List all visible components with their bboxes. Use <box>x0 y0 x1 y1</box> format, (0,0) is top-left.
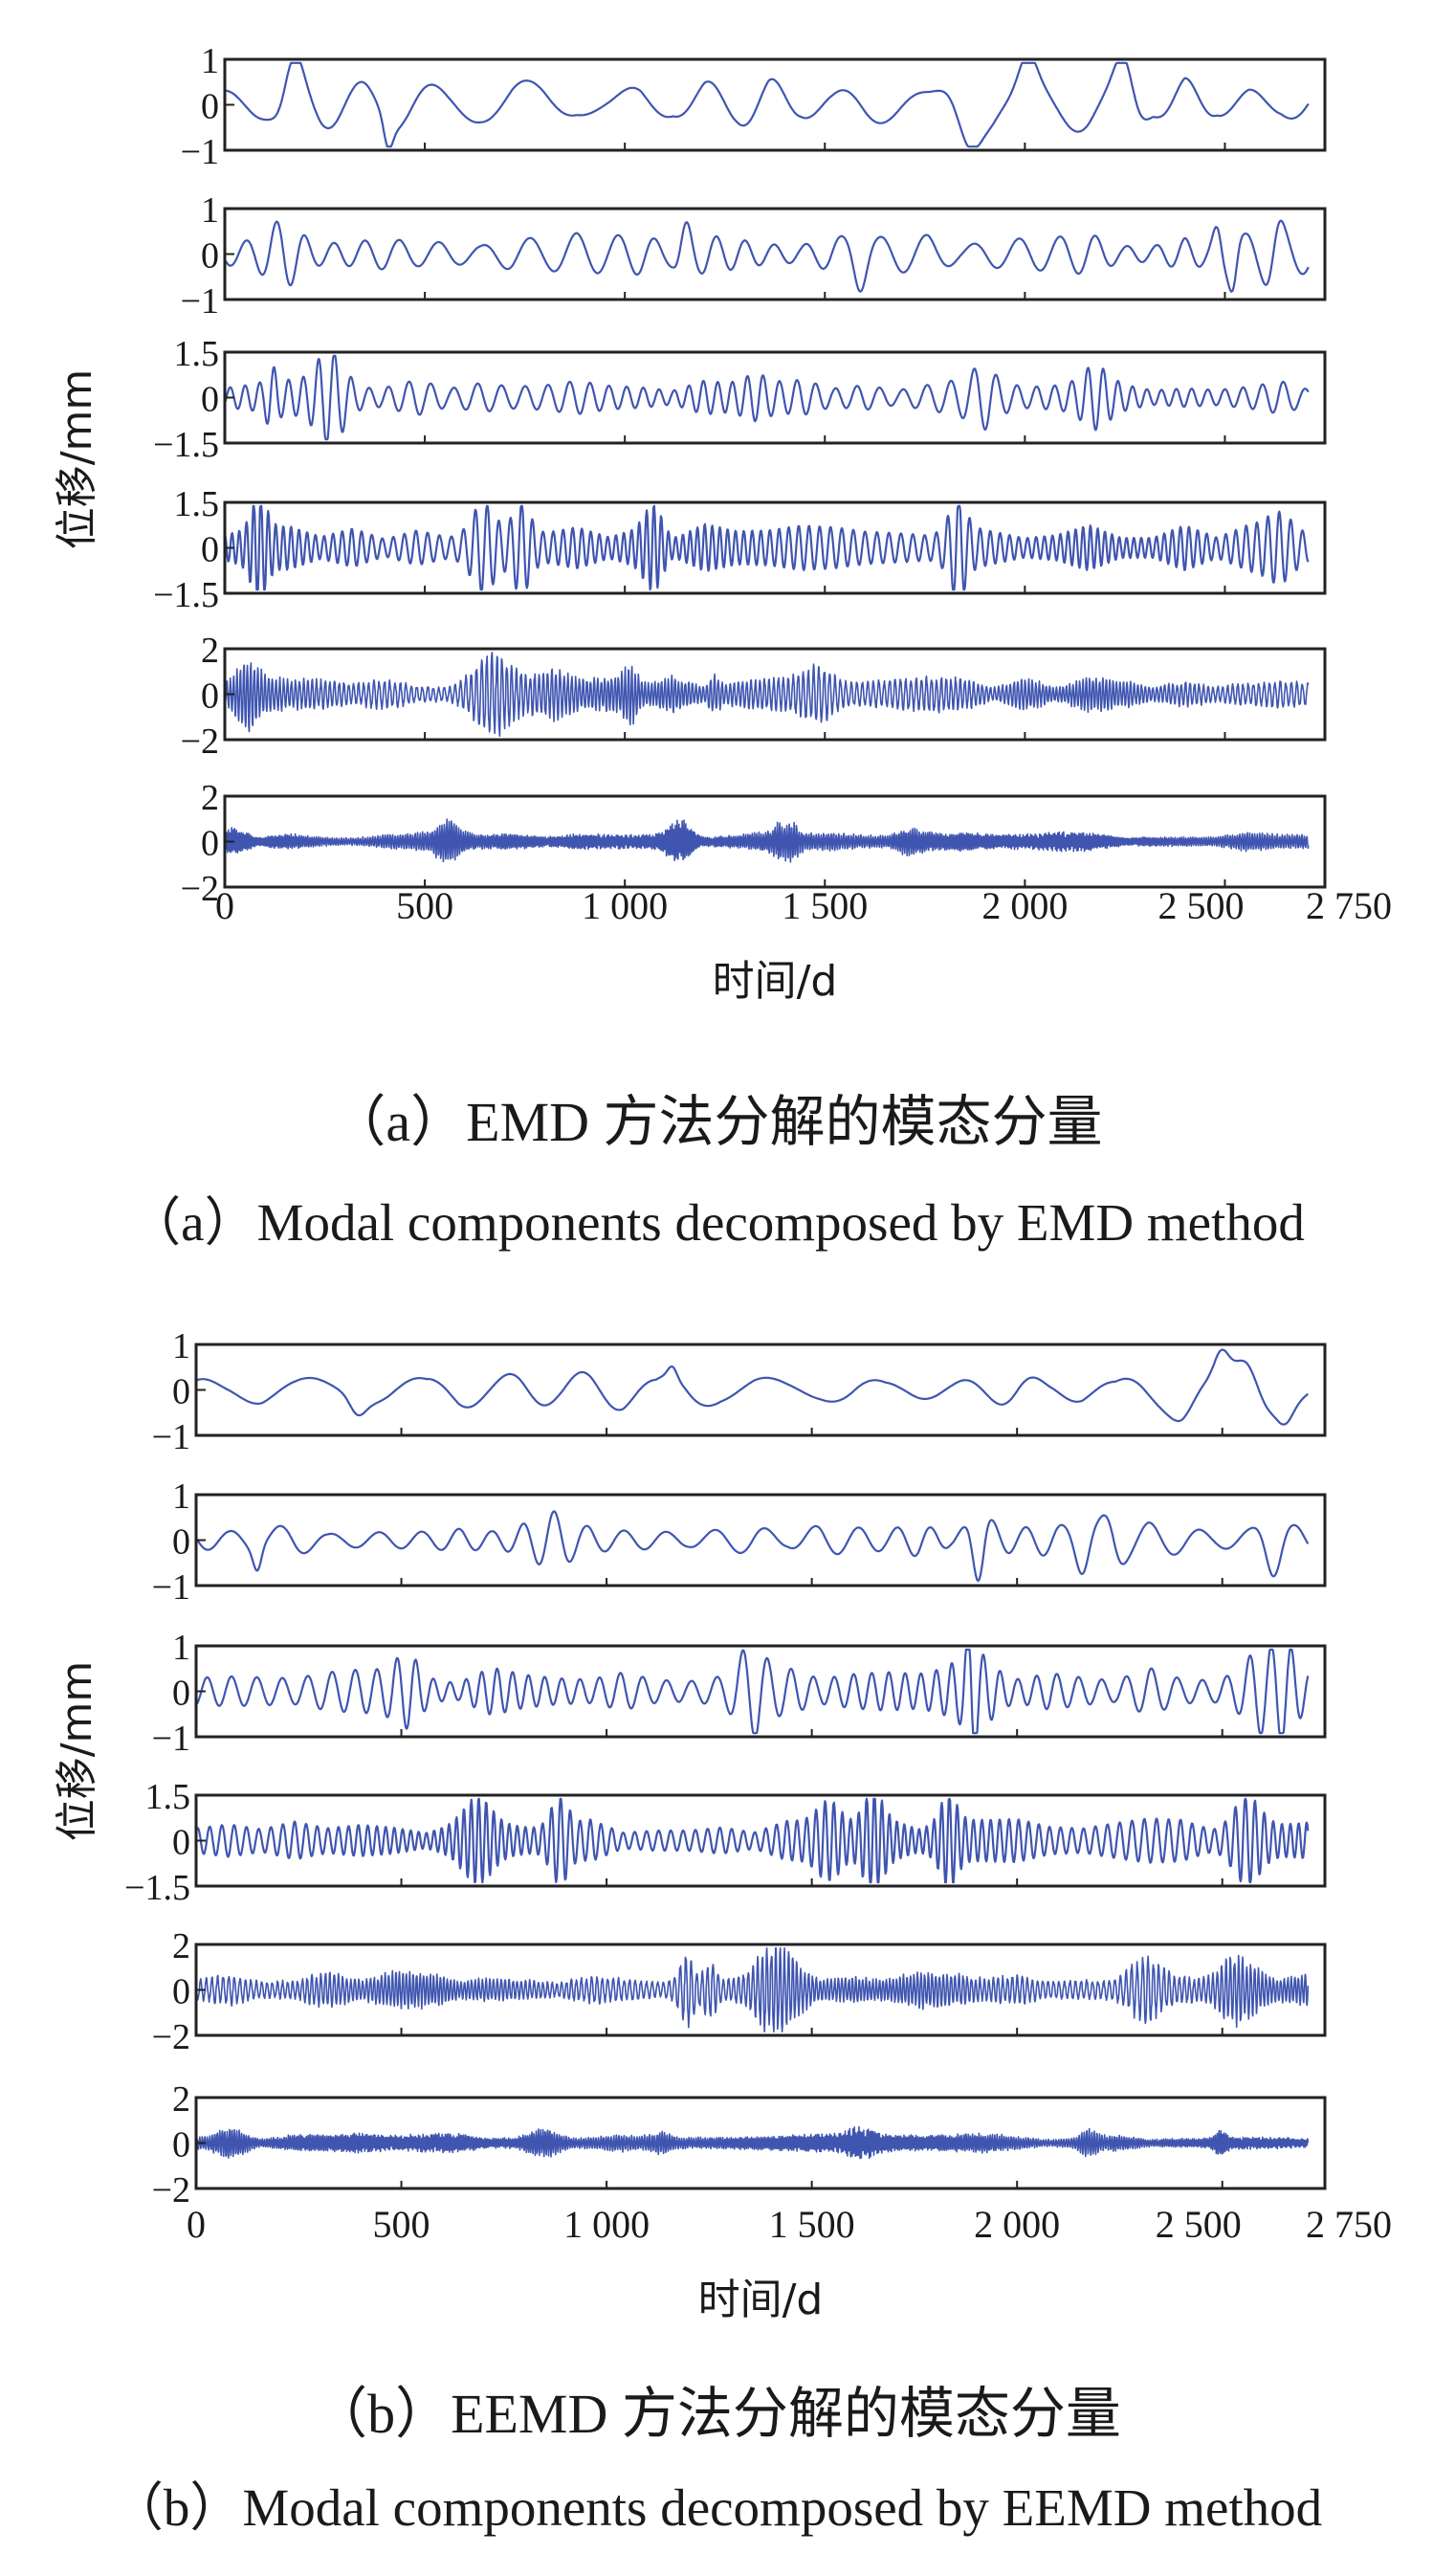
y-tick-label-b-3-2: −1 <box>152 1719 190 1759</box>
series-line-b-4 <box>194 1797 1310 1884</box>
y-tick-label-b-2-2: −1 <box>152 1567 190 1608</box>
y-tick-label-b-6-0: 2 <box>172 2079 190 2120</box>
x-tick-label-a-5: 2 500 <box>1157 884 1244 927</box>
y-tick-label-a-3-1: 0 <box>201 380 219 420</box>
series-line-a-1 <box>224 61 1310 148</box>
subplot-frame-a-1 <box>223 57 1327 152</box>
y-tick-label-b-6-2: −2 <box>152 2170 190 2210</box>
y-tick-label-b-4-1: 0 <box>172 1823 190 1863</box>
y-tick-label-b-1-2: −1 <box>152 1417 190 1457</box>
y-tick-label-a-5-1: 0 <box>201 677 219 717</box>
x-tick-label-b-4: 2 000 <box>974 2203 1060 2246</box>
y-tick-label-a-6-1: 0 <box>201 824 219 864</box>
series-line-a-4 <box>223 504 1310 591</box>
series-line-a-3 <box>223 354 1310 441</box>
y-tick-label-b-4-0: 1.5 <box>145 1777 191 1817</box>
y-tick-label-b-1-0: 1 <box>172 1326 190 1366</box>
y-tick-label-b-6-1: 0 <box>172 2125 190 2165</box>
y-tick-label-a-1-2: −1 <box>181 132 219 172</box>
series-line-b-2 <box>195 1510 1310 1583</box>
y-tick-label-a-1-1: 0 <box>201 87 219 127</box>
x-tick-label-a-0: 0 <box>215 884 234 927</box>
x-tick-label-b-6: 2 750 <box>1306 2203 1392 2246</box>
series-line-a-6 <box>224 818 1310 863</box>
caption-b-en: （b）Modal components decomposed by EEMD m… <box>110 2478 1323 2537</box>
x-tick-label-a-1: 500 <box>396 884 453 927</box>
y-tick-label-a-1-0: 1 <box>201 41 219 81</box>
x-tick-label-b-5: 2 500 <box>1156 2203 1242 2246</box>
caption-a-zh: （a）EMD 方法分解的模态分量 <box>330 1091 1103 1153</box>
caption-b-zh: （b）EEMD 方法分解的模态分量 <box>312 2383 1121 2445</box>
series-line-b-1 <box>195 1348 1309 1426</box>
y-tick-label-b-5-2: −2 <box>152 2017 190 2057</box>
x-tick-label-b-0: 0 <box>187 2203 206 2246</box>
x-tick-label-b-1: 500 <box>373 2203 430 2246</box>
y-tick-label-a-5-0: 2 <box>201 631 219 671</box>
y-tick-label-b-1-1: 0 <box>172 1372 190 1412</box>
subplot-frame-b-2 <box>194 1493 1327 1588</box>
y-tick-label-b-3-1: 0 <box>172 1674 190 1714</box>
y-tick-label-a-4-0: 1.5 <box>174 484 220 524</box>
series-line-a-2 <box>224 219 1310 293</box>
x-tick-label-b-2: 1 000 <box>563 2203 650 2246</box>
y-tick-label-a-3-2: −1.5 <box>153 425 219 465</box>
y-tick-label-b-5-1: 0 <box>172 1972 190 2012</box>
x-tick-label-a-6: 2 750 <box>1306 884 1392 927</box>
y-tick-label-a-2-1: 0 <box>201 236 219 277</box>
y-tick-label-a-6-2: −2 <box>181 869 219 909</box>
y-tick-label-a-5-2: −2 <box>181 722 219 762</box>
x-axis-label-a: 时间/d <box>713 957 838 1006</box>
series-line-b-3 <box>195 1648 1310 1735</box>
series-line-a-5 <box>224 652 1310 737</box>
caption-a-en: （a）Modal components decomposed by EMD me… <box>128 1193 1305 1252</box>
y-tick-label-b-5-0: 2 <box>172 1926 190 1966</box>
y-tick-label-a-3-0: 1.5 <box>174 334 220 374</box>
subplot-frame-b-1 <box>194 1343 1327 1437</box>
y-tick-label-b-2-1: 0 <box>172 1522 190 1563</box>
series-line-b-5 <box>195 1947 1310 2032</box>
x-tick-label-a-2: 1 000 <box>582 884 668 927</box>
y-tick-label-a-4-1: 0 <box>201 530 219 570</box>
y-tick-label-a-2-0: 1 <box>201 190 219 231</box>
y-axis-label-b: 位移/mm <box>53 1661 101 1842</box>
y-tick-label-b-2-0: 1 <box>172 1477 190 1517</box>
y-tick-label-a-2-2: −1 <box>181 281 219 322</box>
y-tick-label-a-4-2: −1.5 <box>153 575 219 615</box>
y-tick-label-b-4-2: −1.5 <box>124 1868 190 1908</box>
x-tick-label-b-3: 1 500 <box>769 2203 855 2246</box>
series-line-b-6 <box>195 2125 1310 2160</box>
x-axis-label-b: 时间/d <box>698 2276 824 2324</box>
y-tick-label-a-6-0: 2 <box>201 778 219 818</box>
x-tick-label-a-3: 1 500 <box>782 884 868 927</box>
y-tick-label-b-3-0: 1 <box>172 1628 190 1668</box>
x-tick-label-a-4: 2 000 <box>981 884 1068 927</box>
y-axis-label-a: 位移/mm <box>53 369 101 550</box>
